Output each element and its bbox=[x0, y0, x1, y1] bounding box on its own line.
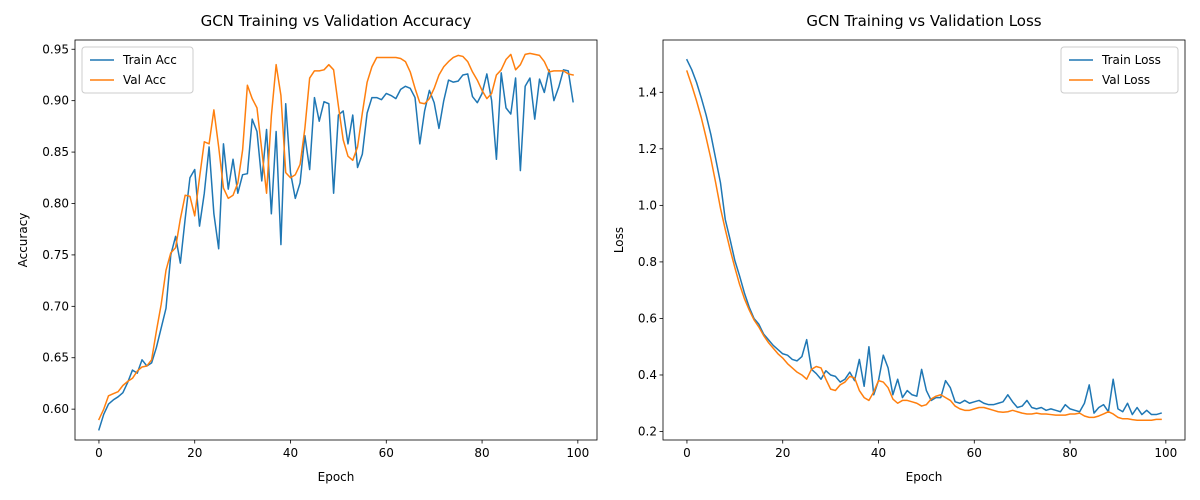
chart-1-x-tick-label: 100 bbox=[1154, 446, 1177, 460]
chart-1-y-tick-label: 0.2 bbox=[638, 425, 657, 439]
chart-0-y-tick-label: 0.70 bbox=[42, 299, 69, 313]
chart-1-x-axis-label: Epoch bbox=[906, 470, 943, 484]
chart-0-y-tick-label: 0.85 bbox=[42, 145, 69, 159]
chart-1-y-tick-label: 1.4 bbox=[638, 85, 657, 99]
chart-1-series-train-loss bbox=[685, 58, 1162, 416]
chart-0-legend-label-train-acc: Train Acc bbox=[122, 53, 177, 67]
chart-1-legend: Train Loss Val Loss bbox=[1060, 46, 1179, 94]
chart-1-x-tick-label: 80 bbox=[1062, 446, 1077, 460]
chart-1-y-tick-label: 1.0 bbox=[638, 198, 657, 212]
chart-0-plot-frame bbox=[74, 39, 598, 441]
chart-0-series-val-acc bbox=[97, 52, 574, 421]
chart-0-legend: Train Acc Val Acc bbox=[81, 46, 194, 94]
chart-0-x-axis-label: Epoch bbox=[318, 470, 355, 484]
chart-1-x-tick-label: 20 bbox=[775, 446, 790, 460]
chart-1-legend-label-val-loss: Val Loss bbox=[1102, 73, 1150, 87]
chart-1-legend-label-train-loss: Train Loss bbox=[1101, 53, 1161, 67]
chart-0-x-tick-label: 20 bbox=[187, 446, 202, 460]
chart-0-x-tick-label: 60 bbox=[379, 446, 394, 460]
chart-0-series-train-acc bbox=[98, 69, 574, 431]
chart-0-y-tick-label: 0.95 bbox=[42, 42, 69, 56]
chart-1-series-val-loss bbox=[685, 70, 1162, 421]
chart-1-y-tick-label: 0.8 bbox=[638, 255, 657, 269]
loss-chart: GCN Training vs Validation Loss 0 20 40 60 80… bbox=[612, 12, 1186, 484]
chart-1-x-tick-label: 40 bbox=[871, 446, 886, 460]
chart-1-y-tick-label: 0.6 bbox=[638, 311, 657, 325]
chart-1-y-tick-label: 1.2 bbox=[638, 142, 657, 156]
chart-0-y-tick-label: 0.65 bbox=[42, 351, 69, 365]
chart-0-y-tick-label: 0.80 bbox=[42, 196, 69, 210]
chart-1-y-tick-label: 0.4 bbox=[638, 368, 657, 382]
chart-0-y-tick-label: 0.75 bbox=[42, 248, 69, 262]
chart-0-x-tick-label: 40 bbox=[283, 446, 298, 460]
chart-1-legend-box bbox=[1060, 46, 1179, 94]
accuracy-chart: GCN Training vs Validation Accuracy 0 20 40… bbox=[16, 12, 598, 484]
chart-0-x-tick-label: 80 bbox=[474, 446, 489, 460]
chart-0-legend-label-val-acc: Val Acc bbox=[123, 73, 166, 87]
chart-0-legend-box bbox=[81, 46, 194, 94]
chart-1-title: GCN Training vs Validation Loss bbox=[806, 12, 1041, 30]
chart-1-x-tick-label: 60 bbox=[967, 446, 982, 460]
chart-0-x-tick-label: 100 bbox=[566, 446, 589, 460]
chart-0-y-axis-label: Accuracy bbox=[16, 213, 30, 268]
chart-0-x-tick-label: 0 bbox=[95, 446, 103, 460]
chart-0-y-tick-label: 0.90 bbox=[42, 94, 69, 108]
chart-1-y-axis-label: Loss bbox=[612, 227, 626, 253]
chart-1-x-tick-label: 0 bbox=[683, 446, 691, 460]
chart-1-plot-frame bbox=[662, 39, 1186, 441]
chart-0-title: GCN Training vs Validation Accuracy bbox=[201, 12, 472, 30]
chart-0-y-tick-label: 0.60 bbox=[42, 402, 69, 416]
